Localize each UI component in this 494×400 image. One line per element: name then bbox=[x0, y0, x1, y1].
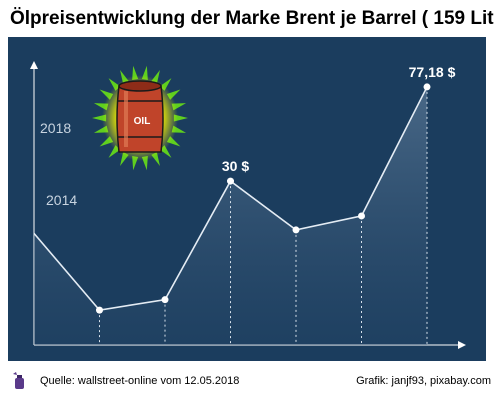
barrel-highlight bbox=[124, 91, 128, 147]
barrel-label: OIL bbox=[134, 116, 151, 127]
barrel-body bbox=[116, 85, 164, 153]
data-label: 77,18 $ bbox=[409, 64, 456, 80]
x-axis-arrow bbox=[458, 341, 466, 349]
data-point bbox=[227, 177, 234, 185]
oil-drop-can-icon bbox=[13, 372, 24, 389]
series-area bbox=[34, 86, 427, 346]
area-layer bbox=[34, 86, 427, 346]
annotation-2014: 2014 bbox=[46, 192, 77, 208]
source-note: Quelle: wallstreet-online vom 12.05.2018 bbox=[40, 375, 240, 387]
data-point bbox=[358, 212, 365, 220]
data-point bbox=[423, 83, 431, 91]
data-point bbox=[161, 296, 169, 304]
y-axis-arrow bbox=[30, 61, 38, 69]
chart-title: Ölpreisentwicklung der Marke Brent je Ba… bbox=[10, 8, 494, 29]
barrel-top bbox=[118, 80, 162, 92]
data-labels: 30 $ 77,18 $ bbox=[222, 64, 456, 174]
annotation-2018: 2018 bbox=[40, 120, 71, 136]
data-points bbox=[96, 83, 431, 314]
oil-barrel-icon: OIL bbox=[92, 65, 188, 171]
data-point bbox=[96, 306, 103, 314]
data-label: 30 $ bbox=[222, 158, 249, 174]
drop-lines bbox=[99, 86, 428, 345]
credit-note: Grafik: janjf93, pixabay.com bbox=[356, 375, 491, 387]
data-point bbox=[292, 226, 300, 234]
